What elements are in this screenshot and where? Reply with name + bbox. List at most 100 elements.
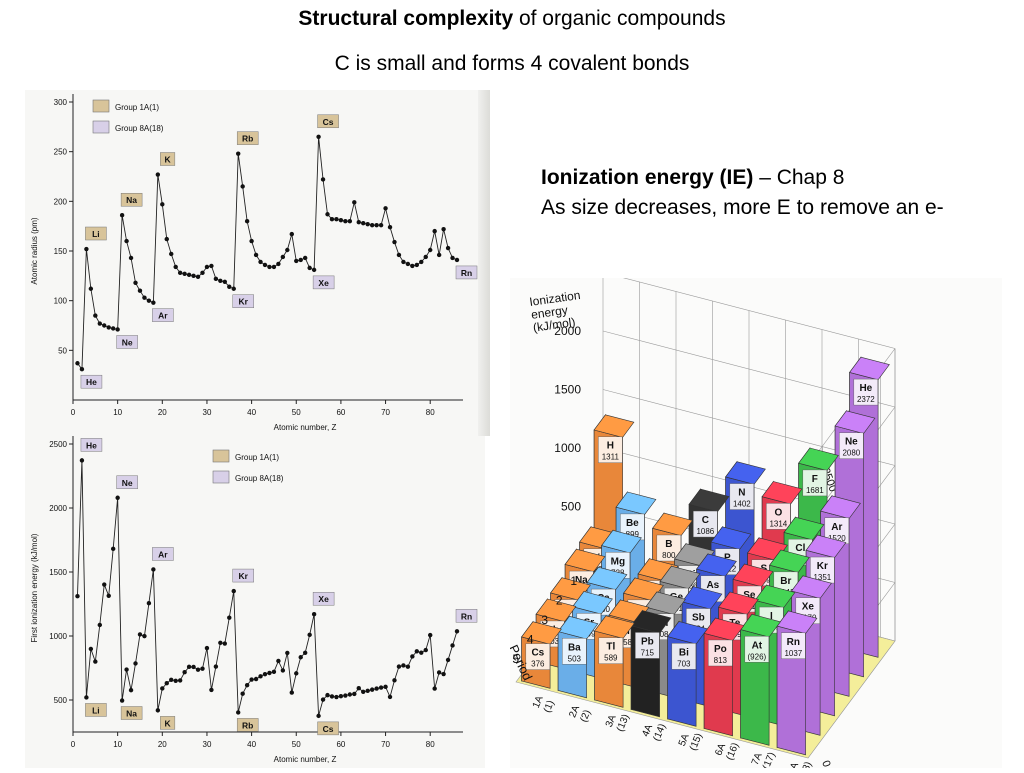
bar-element-symbol: Kr — [817, 561, 828, 572]
x-tick-label: 70 — [381, 408, 390, 417]
ie-text-block: Ionization energy (IE) – Chap 8 As size d… — [541, 163, 981, 223]
data-point — [169, 251, 174, 257]
data-point — [258, 259, 263, 265]
bar-value-label: 703 — [677, 659, 691, 668]
bar-element-symbol: As — [706, 580, 719, 591]
bar-value-label: 589 — [604, 654, 618, 663]
element-label: Li — [92, 229, 100, 239]
element-label-box — [85, 226, 107, 241]
atomic-radius-chart: 50 100 150 200 250 300 0 10 20 30 40 50 60 70 80 Atomic… — [30, 94, 478, 432]
data-point — [316, 134, 321, 139]
data-point — [102, 323, 107, 328]
bar-element-symbol: Bi — [679, 647, 689, 658]
legend-swatch — [212, 449, 230, 463]
x-tick-label: 80 — [426, 408, 435, 417]
z-tick-label: 1000 — [554, 441, 581, 455]
bar-element-symbol: Rn — [787, 637, 800, 648]
element-label: Rb — [242, 134, 253, 144]
data-point — [436, 252, 442, 258]
slide-title-bold: Structural complexity — [298, 7, 514, 30]
bar-top — [718, 591, 759, 615]
element-label-box — [232, 568, 254, 583]
bar-element-symbol: Ne — [845, 437, 858, 448]
data-point — [177, 270, 183, 276]
data-point — [106, 325, 111, 330]
data-point — [200, 270, 205, 276]
y-tick-label: 2500 — [49, 440, 67, 449]
data-point — [160, 202, 165, 207]
data-point — [253, 676, 259, 682]
group-tick-number: (15) — [688, 732, 705, 753]
data-point — [410, 263, 415, 269]
bar-element-symbol: P — [724, 553, 731, 564]
data-point — [276, 261, 281, 267]
bar-top — [667, 621, 708, 645]
bar-top — [732, 563, 774, 588]
data-point — [267, 670, 272, 676]
group-tick-label: 3A(13) — [604, 708, 632, 733]
data-point — [164, 236, 169, 242]
bar-top — [791, 575, 832, 599]
group-tick-number: (14) — [651, 722, 668, 743]
element-label-box — [160, 152, 176, 166]
x-tick-label: 0 — [71, 740, 76, 749]
element-label-box — [236, 718, 259, 732]
bar-element-symbol: N — [738, 488, 745, 499]
data-point — [396, 252, 402, 258]
ionization-energy-3d-chart-panel: 0050050010001000150015002000200025002500… — [498, 266, 1002, 773]
data-point — [110, 546, 116, 552]
data-point — [271, 669, 277, 675]
bar-value-label: 899 — [626, 530, 640, 539]
data-point — [338, 218, 344, 223]
data-point — [401, 259, 406, 265]
bar-top — [586, 566, 628, 591]
data-point — [231, 286, 236, 291]
group-tick-name: 6A — [713, 742, 728, 758]
bar-at: At(926) — [740, 613, 781, 746]
data-point — [285, 650, 290, 656]
scan-edge-shadow — [478, 90, 490, 436]
data-point — [213, 276, 219, 282]
bar-label-box — [671, 643, 697, 670]
ionization-energy-chart-panel: 500 1000 1500 2000 2500 0 10 20 30 40 50 60 70 80 Atom… — [25, 436, 485, 768]
x-tick-label: 50 — [292, 408, 301, 417]
bar-top — [557, 615, 599, 640]
data-point — [298, 257, 303, 263]
data-point — [231, 588, 236, 594]
data-point — [280, 254, 286, 260]
y-tick-label: 2000 — [49, 504, 67, 513]
data-point — [378, 222, 384, 228]
data-point — [334, 217, 339, 222]
bar-top — [564, 548, 606, 573]
bar-value-label: 1311 — [602, 453, 620, 462]
bar-value-label: 558 — [619, 638, 633, 647]
data-line — [77, 136, 458, 371]
element-label-box — [455, 609, 478, 623]
data-point — [392, 239, 397, 245]
data-point — [374, 222, 379, 228]
data-point — [302, 650, 308, 655]
data-point — [445, 245, 451, 251]
data-point — [432, 228, 437, 234]
bar-element-symbol: Mg — [611, 556, 625, 567]
data-point — [423, 254, 428, 260]
data-point — [164, 681, 169, 686]
x-tick-label: 80 — [426, 740, 435, 749]
bar-element-symbol: Ar — [831, 522, 842, 533]
data-point — [352, 200, 357, 205]
element-label: K — [165, 155, 172, 165]
data-point — [428, 247, 433, 253]
data-point — [146, 601, 152, 606]
data-point — [365, 221, 370, 227]
bar-top — [761, 481, 803, 505]
data-point — [102, 582, 107, 587]
bar-element-symbol: Sb — [692, 613, 705, 624]
data-point — [271, 264, 277, 270]
bar-value-label: 1037 — [784, 649, 802, 658]
bar-element-symbol: C — [702, 515, 709, 526]
data-point — [262, 262, 268, 268]
